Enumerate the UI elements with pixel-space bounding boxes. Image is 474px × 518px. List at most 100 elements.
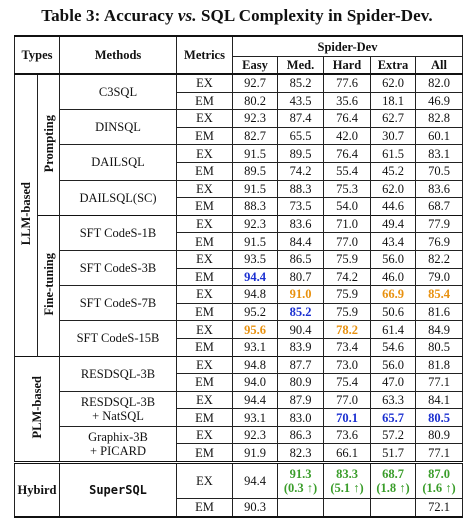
best-cell: 70.1 — [323, 408, 371, 427]
cell: 56.0 — [370, 355, 416, 374]
table-row: EM 94.4 80.7 74.2 46.0 79.0 — [15, 267, 464, 286]
metric-label: EM — [176, 91, 233, 110]
cell: 94.8 — [232, 285, 278, 304]
table-row: Graphix-3B + PICARD EX 92.3 86.3 73.6 57.2 80… — [15, 425, 464, 463]
cell: 95.2 — [232, 302, 278, 321]
metric-label: EM — [176, 126, 233, 145]
cell: 75.4 — [323, 373, 371, 392]
cell: 94.4 — [232, 461, 278, 499]
cell: 84.9 — [414, 320, 464, 339]
metric-label: EM — [176, 302, 233, 321]
cell: 83.6 — [277, 214, 324, 233]
cell: 73.4 — [323, 337, 371, 356]
metric-label: EM — [176, 232, 233, 251]
gain-cell: 91.3 (0.3 ↑) — [277, 461, 324, 499]
method-name: SFT CodeS-7B — [59, 285, 177, 321]
cell: 54.6 — [370, 337, 416, 356]
metric-label: EX — [176, 109, 233, 128]
group-plm-based: PLM-based — [14, 355, 60, 463]
metric-label: EX — [176, 320, 233, 339]
group-llm-based: LLM-based — [14, 73, 38, 356]
cell: 61.4 — [370, 320, 416, 339]
cell: 35.6 — [323, 91, 371, 110]
cell: 73.0 — [323, 355, 371, 374]
cell: 62.7 — [370, 109, 416, 128]
cell: 77.9 — [414, 214, 464, 233]
best-cell: 85.2 — [277, 302, 324, 321]
cell: 30.7 — [370, 126, 416, 145]
cell: 60.1 — [414, 126, 464, 145]
best-cell: 80.5 — [414, 408, 464, 427]
second-best-cell: 91.0 — [277, 285, 324, 304]
method-name: SFT CodeS-3B — [59, 249, 177, 286]
cell: 49.4 — [370, 214, 416, 233]
cell: 50.6 — [370, 302, 416, 321]
cell: 76.4 — [323, 109, 371, 128]
second-best-cell: 95.6 — [232, 320, 278, 339]
col-all: All — [414, 56, 464, 74]
method-name: DINSQL — [59, 109, 177, 145]
cell — [323, 498, 371, 518]
second-best-cell: 78.2 — [323, 320, 371, 339]
second-best-cell: 66.9 — [370, 285, 416, 304]
metric-label: EM — [176, 498, 233, 518]
cell: 94.8 — [232, 355, 278, 374]
cell: 84.4 — [277, 232, 324, 251]
cell: 54.0 — [323, 197, 371, 216]
cell: 42.0 — [323, 126, 371, 145]
cell: 82.3 — [277, 443, 324, 463]
cell: 71.0 — [323, 214, 371, 233]
metric-label: EX — [176, 73, 233, 93]
cell: 75.9 — [323, 302, 371, 321]
metric-label: EM — [176, 337, 233, 356]
cell: 46.9 — [414, 91, 464, 110]
col-easy: Easy — [232, 56, 278, 74]
types-header: Types — [14, 35, 60, 74]
cell: 91.5 — [232, 232, 278, 251]
table-row: EM 89.5 74.2 55.4 45.2 70.5 — [15, 161, 464, 181]
cell: 77.0 — [323, 390, 371, 409]
table-row: SFT CodeS-15B EX 95.6 90.4 78.2 61.4 84.9 — [15, 320, 464, 356]
cell: 68.7 — [414, 197, 464, 216]
cell: 92.3 — [232, 109, 278, 128]
cell: 70.5 — [414, 161, 464, 181]
cell: 82.8 — [414, 109, 464, 128]
cell: 79.0 — [414, 267, 464, 286]
table-row: Fine-tuning SFT CodeS-1B EX 92.3 83.6 71.0… — [14, 214, 464, 356]
cell — [370, 498, 416, 518]
cell: 89.5 — [277, 144, 324, 163]
group-fine-tuning: Fine-tuning — [37, 214, 60, 356]
spider-dev-header: Spider-Dev — [231, 35, 464, 57]
cell: 80.7 — [277, 267, 324, 286]
metric-label: EX — [176, 285, 233, 304]
results-table: Types Methods Metrics Spider-Dev Easy Me… — [14, 35, 464, 518]
methods-header: Methods — [59, 35, 177, 74]
cell: 61.5 — [370, 144, 416, 163]
cell: 91.5 — [232, 179, 278, 198]
table-row: SFT CodeS-7B EX 94.8 91.0 75.9 66.9 85.4 — [15, 285, 464, 321]
cell: 93.1 — [232, 408, 278, 427]
cell: 88.3 — [232, 197, 278, 216]
metric-label: EX — [176, 461, 233, 499]
cell: 65.5 — [277, 126, 324, 145]
table-caption: Table 3: Accuracy vs. SQL Complexity in … — [41, 6, 433, 25]
cell: 74.2 — [323, 267, 371, 286]
cell: 62.0 — [370, 179, 416, 198]
cell: 80.9 — [277, 373, 324, 392]
cell: 86.5 — [277, 249, 324, 269]
metric-label: EX — [176, 144, 233, 163]
table-row: DAILSQL EX 91.5 89.5 76.4 61.5 83.1 — [15, 144, 464, 181]
cell: 94.4 — [232, 390, 278, 409]
cell: 72.1 — [414, 498, 464, 518]
cell: 76.4 — [323, 144, 371, 163]
method-name: DAILSQL(SC) — [59, 179, 177, 216]
cell: 91.9 — [232, 443, 278, 463]
cell: 77.6 — [323, 73, 371, 93]
gain-cell: 68.7 (1.8 ↑) — [370, 461, 416, 499]
cell: 51.7 — [370, 443, 416, 463]
metrics-header: Metrics — [176, 35, 233, 74]
group-prompting: Prompting — [37, 73, 60, 216]
metric-label: EX — [176, 179, 233, 198]
cell: 88.3 — [277, 179, 324, 198]
cell: 81.6 — [414, 302, 464, 321]
